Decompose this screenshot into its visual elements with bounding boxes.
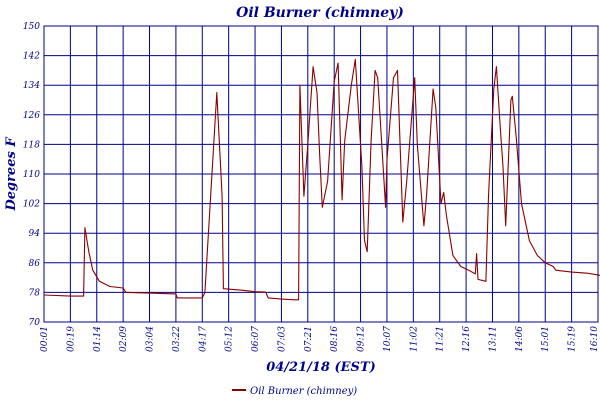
y-tick-label: 86 bbox=[29, 259, 41, 269]
series-group bbox=[43, 58, 600, 301]
x-tick-label: 00:01 bbox=[40, 326, 50, 352]
y-tick-label: 134 bbox=[23, 81, 40, 91]
y-tick-labels: 70 78 86 94 102 110 118 126 134 142 150 bbox=[23, 22, 40, 328]
x-tick-label: 13:11 bbox=[488, 326, 498, 352]
x-tick-label: 10:07 bbox=[383, 326, 393, 352]
legend: Oil Burner (chimney) bbox=[232, 386, 357, 397]
x-tick-label: 15:01 bbox=[541, 326, 551, 352]
x-tick-label: 05:12 bbox=[225, 326, 235, 352]
x-tick-label: 08:16 bbox=[330, 326, 340, 352]
x-tick-label: 11:21 bbox=[436, 326, 446, 352]
x-axis-label: 04/21/18 (EST) bbox=[266, 360, 376, 375]
x-tick-label: 03:04 bbox=[146, 326, 156, 352]
y-tick-label: 78 bbox=[29, 288, 41, 298]
plot-area-frame bbox=[43, 25, 599, 323]
x-tick-label: 01:14 bbox=[93, 326, 103, 352]
y-axis-label: Degrees F bbox=[4, 137, 19, 212]
x-tick-label: 00:19 bbox=[66, 326, 76, 352]
x-tick-label: 11:02 bbox=[409, 326, 419, 352]
legend-label: Oil Burner (chimney) bbox=[250, 386, 357, 397]
x-tick-label: 07:21 bbox=[304, 326, 314, 352]
series-line bbox=[43, 58, 600, 301]
y-tick-label: 70 bbox=[29, 318, 41, 328]
x-tick-label: 03:22 bbox=[172, 326, 182, 352]
x-tick-label: 07:03 bbox=[277, 326, 287, 352]
y-tick-label: 118 bbox=[23, 140, 40, 150]
y-tick-label: 142 bbox=[23, 52, 40, 62]
y-tick-label: 126 bbox=[23, 111, 40, 121]
y-tick-label: 102 bbox=[23, 200, 40, 210]
chart-title: Oil Burner (chimney) bbox=[236, 5, 404, 21]
x-tick-labels: 00:01 00:19 01:14 02:09 03:04 03:22 04:17 05:12… bbox=[40, 326, 600, 352]
x-tick-label: 04:17 bbox=[198, 326, 208, 352]
x-tick-label: 02:09 bbox=[119, 326, 129, 352]
x-tick-label: 06:07 bbox=[251, 326, 261, 352]
x-tick-label: 16:10 bbox=[590, 326, 600, 352]
y-tick-label: 94 bbox=[29, 229, 41, 239]
y-tick-label: 110 bbox=[23, 170, 40, 180]
x-tick-label: 09:12 bbox=[357, 326, 367, 352]
x-tick-label: 14:06 bbox=[515, 326, 525, 352]
y-tick-label: 150 bbox=[23, 22, 40, 32]
x-tick-label: 12:16 bbox=[462, 326, 472, 352]
x-tick-label: 15:19 bbox=[568, 326, 578, 352]
